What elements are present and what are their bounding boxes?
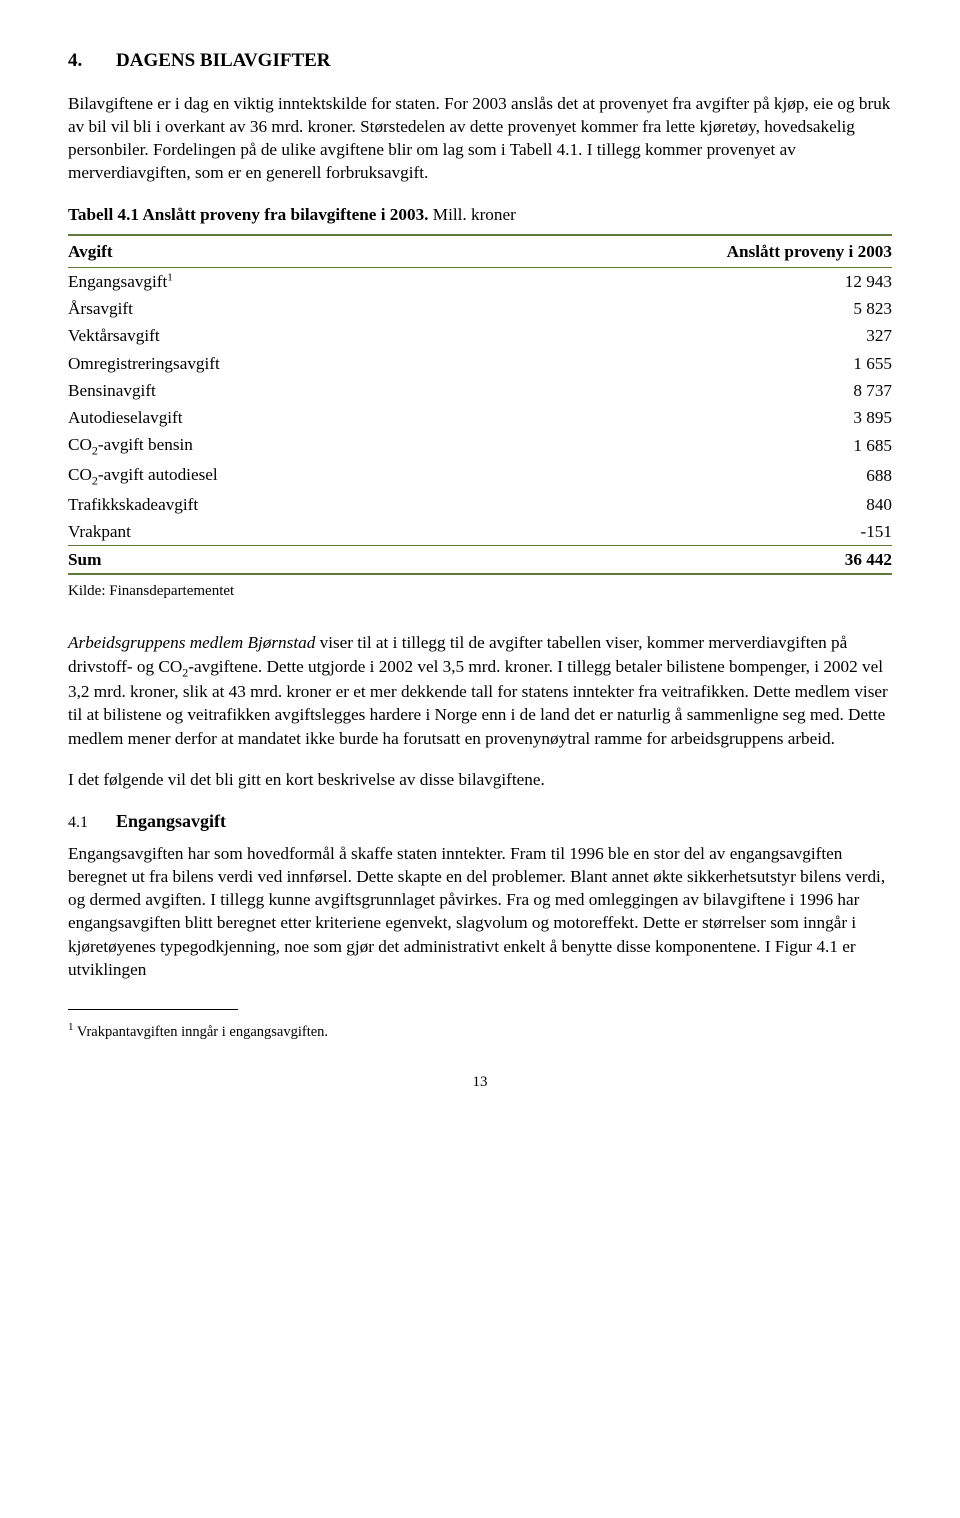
table-header-right: Anslått proveny i 2003 <box>462 235 892 268</box>
row-label: Autodieselavgift <box>68 404 462 431</box>
row-value: 8 737 <box>462 377 892 404</box>
member-italic: Arbeidsgruppens medlem Bjørnstad <box>68 633 315 652</box>
row-value: -151 <box>462 518 892 546</box>
table-row: CO2-avgift autodiesel688 <box>68 461 892 491</box>
row-label: Bensinavgift <box>68 377 462 404</box>
row-value: 1 685 <box>462 431 892 461</box>
table-row: Autodieselavgift3 895 <box>68 404 892 431</box>
section-title: DAGENS BILAVGIFTER <box>116 50 331 71</box>
subsection-title: Engangsavgift <box>116 811 226 831</box>
page-number: 13 <box>68 1072 892 1092</box>
row-label: Engangsavgift1 <box>68 267 462 295</box>
paragraph-followup: I det følgende vil det bli gitt en kort … <box>68 768 892 791</box>
row-value: 840 <box>462 491 892 518</box>
row-value: 327 <box>462 322 892 349</box>
subsection-number: 4.1 <box>68 812 112 834</box>
table-row: Engangsavgift112 943 <box>68 267 892 295</box>
section-heading: 4. DAGENS BILAVGIFTER <box>68 48 892 74</box>
sum-label: Sum <box>68 545 462 574</box>
footnote-rule <box>68 1009 238 1010</box>
row-label: Vektårsavgift <box>68 322 462 349</box>
paragraph-member: Arbeidsgruppens medlem Bjørnstad viser t… <box>68 631 892 750</box>
row-value: 12 943 <box>462 267 892 295</box>
sum-value: 36 442 <box>462 545 892 574</box>
row-value: 688 <box>462 461 892 491</box>
table-sum-row: Sum 36 442 <box>68 545 892 574</box>
footnote: 1 Vrakpantavgiften inngår i engangsavgif… <box>68 1020 892 1042</box>
subsection-heading: 4.1 Engangsavgift <box>68 809 892 834</box>
table-caption: Tabell 4.1 Anslått proveny fra bilavgift… <box>68 203 892 226</box>
caption-rest: Mill. kroner <box>428 205 515 224</box>
table-source: Kilde: Finansdepartementet <box>68 581 892 601</box>
table-row: CO2-avgift bensin1 685 <box>68 431 892 461</box>
row-value: 1 655 <box>462 350 892 377</box>
member-text2: -avgiftene. Dette utgjorde i 2002 vel 3,… <box>68 657 888 748</box>
paragraph-intro: Bilavgiftene er i dag en viktig inntekts… <box>68 92 892 185</box>
row-value: 3 895 <box>462 404 892 431</box>
row-label: Trafikkskadeavgift <box>68 491 462 518</box>
row-label: Omregistreringsavgift <box>68 350 462 377</box>
table-row: Vektårsavgift327 <box>68 322 892 349</box>
row-value: 5 823 <box>462 295 892 322</box>
row-label: CO2-avgift autodiesel <box>68 461 462 491</box>
row-label: CO2-avgift bensin <box>68 431 462 461</box>
section-number: 4. <box>68 48 112 74</box>
table-row: Vrakpant-151 <box>68 518 892 546</box>
table-row: Omregistreringsavgift1 655 <box>68 350 892 377</box>
table-header-left: Avgift <box>68 235 462 268</box>
proveny-table: Avgift Anslått proveny i 2003 Engangsavg… <box>68 234 892 575</box>
footnote-text: Vrakpantavgiften inngår i engangsavgifte… <box>74 1024 329 1040</box>
table-row: Årsavgift5 823 <box>68 295 892 322</box>
caption-bold: Tabell 4.1 Anslått proveny fra bilavgift… <box>68 205 428 224</box>
table-row: Trafikkskadeavgift840 <box>68 491 892 518</box>
row-label: Vrakpant <box>68 518 462 546</box>
row-label: Årsavgift <box>68 295 462 322</box>
paragraph-engangsavgift: Engangsavgiften har som hovedformål å sk… <box>68 842 892 981</box>
table-row: Bensinavgift8 737 <box>68 377 892 404</box>
